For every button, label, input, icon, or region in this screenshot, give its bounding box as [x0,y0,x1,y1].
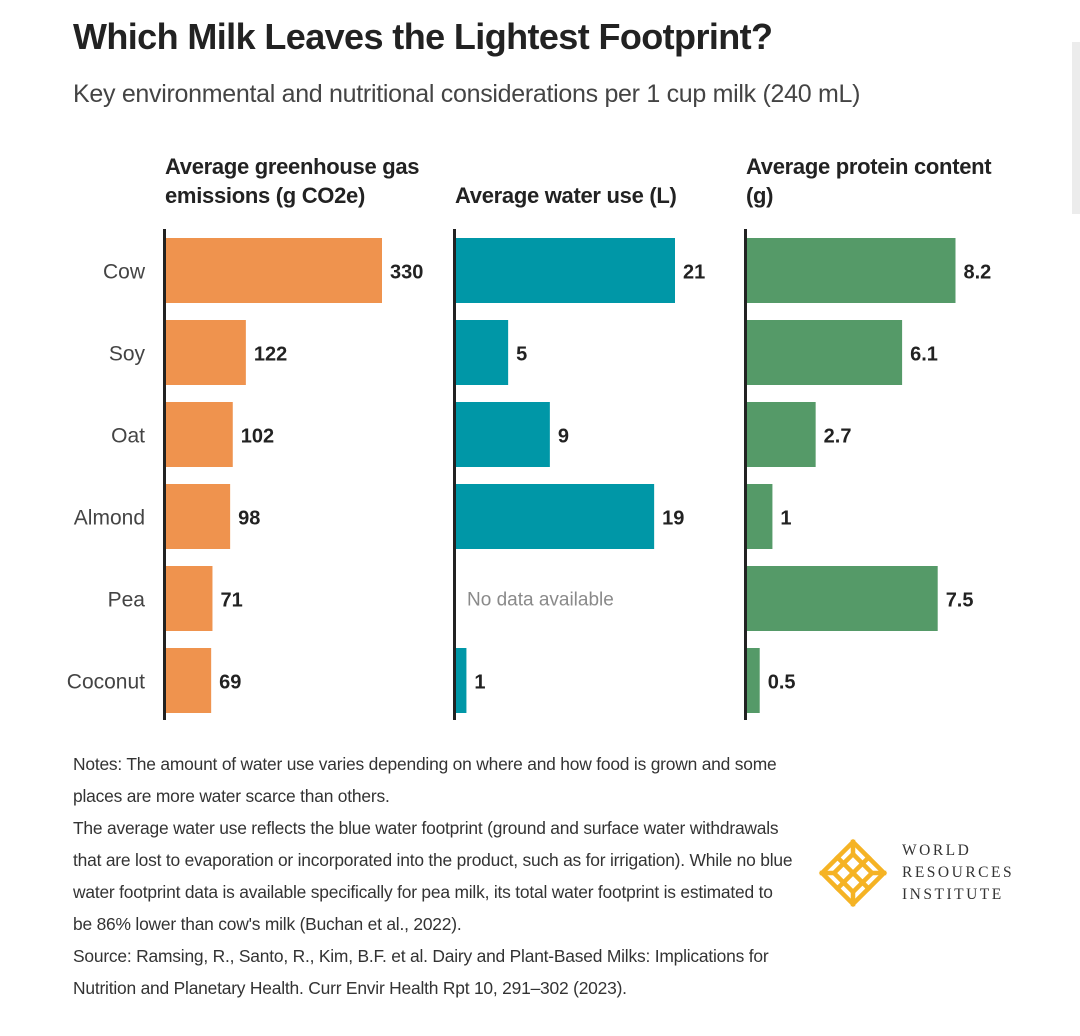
panel-title-water: Average water use (L) [455,183,677,208]
panel-title-emissions: Average greenhouse gas emissions (g CO2e… [165,154,420,208]
protein-bar [747,484,773,549]
data-label: 1 [474,672,485,694]
category-label: Pea [108,589,146,612]
water-bar [456,238,675,303]
notes-paragraph: The average water use reflects the blue … [73,818,793,934]
notes-paragraph: Notes: The amount of water use varies de… [73,754,777,806]
notes: Notes: The amount of water use varies de… [73,748,793,1004]
data-label: 7.5 [946,590,974,612]
page-subtitle: Key environmental and nutritional consid… [73,80,861,108]
emissions-bar [166,402,233,467]
logo-line: RESOURCES [902,864,1015,881]
emissions-bar [166,320,246,385]
bar-charts: Cow Soy Oat Almond Pea Coconut 330 122 102 98 71 69… [67,229,992,720]
emissions-bar [166,566,213,631]
page-title: Which Milk Leaves the Lightest Footprint… [73,16,773,57]
protein-bar [747,648,760,713]
category-label: Soy [109,343,146,366]
protein-bar [747,320,903,385]
data-label: 8.2 [964,262,992,284]
category-label: Almond [74,507,145,530]
data-label: 9 [558,426,569,448]
data-label: 122 [254,344,287,366]
water-bar [456,484,655,549]
protein-bar [747,402,816,467]
emissions-bar [166,484,231,549]
wri-logo-icon [818,838,888,908]
data-label: 21 [683,262,705,284]
data-label: 98 [238,508,260,530]
no-data-label: No data available [467,590,614,611]
data-label: 2.7 [824,426,852,448]
data-label: 330 [390,262,423,284]
wri-logo-text: WORLD RESOURCES INSTITUTE [902,840,1014,906]
water-bar [456,402,550,467]
logo-stroke [834,854,872,892]
panel-title-protein: Average protein content (g) [746,154,992,208]
water-bar [456,648,467,713]
water-bar [456,320,509,385]
category-label: Coconut [67,671,145,694]
data-label: 19 [662,508,684,530]
emissions-bar [166,238,382,303]
scrollbar[interactable] [1072,42,1080,214]
data-label: 5 [516,344,527,366]
data-label: 1 [780,508,791,530]
protein-bar [747,566,938,631]
emissions-bar [166,648,212,713]
category-label: Cow [103,261,146,284]
protein-bar [747,238,956,303]
logo-line: WORLD [902,842,972,859]
data-label: 0.5 [768,672,796,694]
logo-line: INSTITUTE [902,886,1004,903]
logo-stroke [819,839,887,907]
data-label: 71 [220,590,242,612]
data-label: 102 [241,426,274,448]
source-citation: Source: Ramsing, R., Santo, R., Kim, B.F… [73,946,769,998]
category-label: Oat [111,425,145,448]
data-label: 6.1 [910,344,938,366]
data-label: 69 [219,672,241,694]
